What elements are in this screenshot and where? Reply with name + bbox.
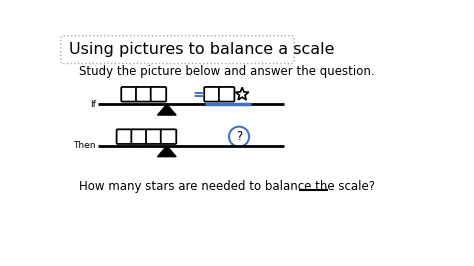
FancyBboxPatch shape (136, 87, 152, 102)
FancyBboxPatch shape (146, 129, 162, 144)
FancyBboxPatch shape (151, 87, 166, 102)
Text: Then: Then (73, 142, 96, 150)
Text: Study the picture below and answer the question.: Study the picture below and answer the q… (79, 65, 374, 78)
FancyBboxPatch shape (131, 129, 147, 144)
FancyBboxPatch shape (121, 87, 137, 102)
Text: Using pictures to balance a scale: Using pictures to balance a scale (69, 42, 334, 57)
Text: =: = (192, 87, 205, 102)
Text: If: If (90, 100, 96, 109)
FancyBboxPatch shape (61, 36, 294, 64)
Text: ?: ? (236, 130, 242, 143)
Polygon shape (157, 104, 176, 115)
Text: How many stars are needed to balance the scale?: How many stars are needed to balance the… (79, 180, 374, 193)
FancyBboxPatch shape (161, 129, 176, 144)
FancyBboxPatch shape (117, 129, 132, 144)
FancyBboxPatch shape (219, 87, 235, 102)
Polygon shape (157, 146, 176, 157)
FancyBboxPatch shape (204, 87, 219, 102)
Polygon shape (236, 87, 249, 100)
Circle shape (229, 127, 249, 147)
